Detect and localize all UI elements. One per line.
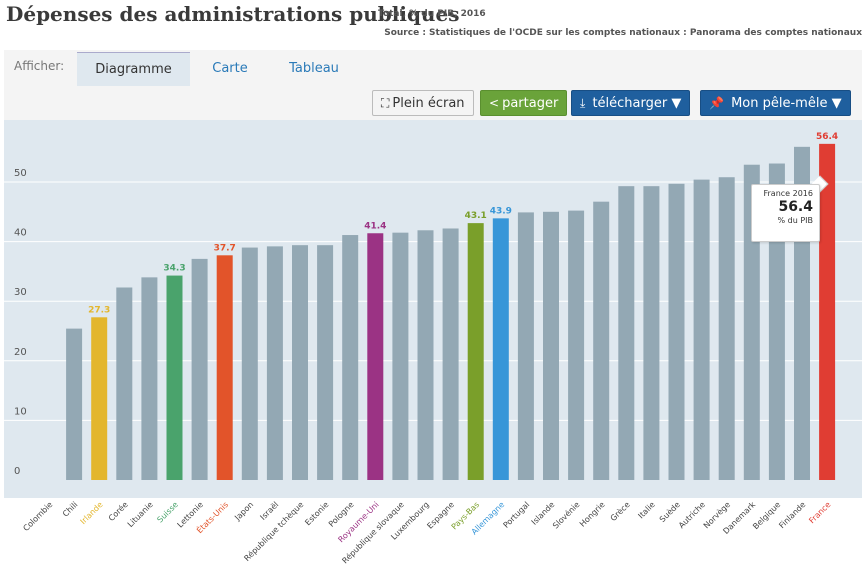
x-tick-label: Israël (258, 500, 280, 522)
bar (618, 186, 635, 480)
tooltip: France 2016 56.4 % du PIB (751, 184, 820, 242)
source-note: Source : Statistiques de l'OCDE sur les … (384, 28, 862, 38)
bar (166, 275, 183, 480)
fullscreen-button[interactable]: ⛶ Plein écran (372, 90, 474, 116)
y-tick-label: 30 (14, 287, 27, 298)
bar-value-label: 34.3 (163, 264, 185, 274)
y-tick-label: 0 (14, 466, 20, 477)
download-button[interactable]: ⤓ télécharger ▼ (571, 90, 691, 116)
x-tick-label: Colombie (21, 500, 54, 533)
bar (718, 177, 735, 480)
x-tick-label: Corée (106, 499, 130, 523)
bar (467, 223, 484, 480)
x-tick-label: Finlande (777, 500, 807, 530)
bar (819, 143, 836, 480)
bar (643, 186, 660, 480)
y-tick-label: 40 (14, 228, 27, 239)
bar-value-label: 43.1 (465, 211, 487, 221)
pin-icon: 📌 (709, 96, 724, 110)
y-tick-label: 10 (14, 406, 27, 417)
x-tick-label: Chili (61, 500, 80, 519)
fullscreen-label: Plein écran (392, 96, 465, 111)
tab-chart[interactable]: Diagramme (77, 52, 190, 86)
share-icon: < (489, 96, 500, 110)
bar (141, 277, 158, 480)
bar (342, 235, 359, 480)
chart-header: Dépenses des administrations publiques T… (6, 2, 862, 48)
page-subtitle: Total, % du PIB, 2016 (378, 9, 486, 19)
myoecd-label: Mon pêle-mêle ▼ (731, 96, 842, 111)
bar-value-label: 56.4 (816, 132, 838, 142)
x-tick-label: Suède (657, 499, 682, 524)
bar (517, 212, 534, 480)
tab-map[interactable]: Carte (212, 61, 248, 76)
bar (66, 328, 83, 480)
bar (317, 245, 334, 480)
bar (392, 232, 409, 480)
y-tick-label: 20 (14, 347, 27, 358)
bar-value-label: 27.3 (88, 305, 110, 315)
x-tick-label: Grèce (608, 499, 632, 523)
x-tick-label: Italie (636, 500, 656, 520)
bar (417, 230, 434, 480)
share-label: partager (502, 96, 559, 111)
bar (367, 233, 384, 480)
bar (492, 218, 509, 480)
tooltip-unit: % du PIB (777, 216, 813, 225)
download-label: télécharger ▼ (592, 96, 682, 111)
x-tick-label: Slovénie (550, 499, 581, 530)
tooltip-title: France 2016 (763, 189, 813, 198)
bar (241, 247, 258, 480)
bar-value-label: 41.4 (364, 221, 386, 231)
bar (191, 258, 208, 480)
x-tick-label: Suisse (155, 500, 180, 525)
bar (266, 246, 283, 480)
bar (593, 201, 610, 480)
bar (743, 164, 760, 480)
myoecd-button[interactable]: 📌 Mon pêle-mêle ▼ (700, 90, 851, 116)
fullscreen-icon: ⛶ (381, 96, 390, 110)
x-tick-label: Irlande (79, 500, 105, 526)
x-tick-label: Japon (232, 500, 255, 523)
x-tick-label: Portugal (502, 500, 532, 530)
bar (668, 183, 685, 480)
bar (216, 255, 233, 480)
bar (292, 245, 308, 480)
bar (543, 211, 559, 481)
page-title: Dépenses des administrations publiques (6, 2, 460, 26)
bar (442, 228, 459, 480)
show-label: Afficher: (14, 59, 65, 73)
bar (768, 163, 785, 481)
download-icon: ⤓ (580, 96, 586, 110)
y-tick-label: 50 (14, 168, 27, 179)
x-tick-label: Lituanie (126, 500, 155, 529)
x-tick-label: Belgique (751, 500, 782, 531)
bar (91, 317, 108, 480)
bar-value-label: 37.7 (214, 243, 236, 253)
share-button[interactable]: < partager (480, 90, 568, 116)
tooltip-value: 56.4 (778, 199, 813, 215)
tab-table[interactable]: Tableau (289, 61, 339, 76)
x-tick-label: France (807, 500, 832, 525)
bar (116, 287, 133, 480)
x-tick-label: Hongrie (578, 500, 607, 529)
bar (568, 210, 585, 480)
bar (693, 179, 710, 480)
bar-value-label: 43.9 (490, 206, 512, 216)
toolbar: Afficher: Diagramme Carte Tableau ⛶ Plein… (4, 50, 862, 120)
